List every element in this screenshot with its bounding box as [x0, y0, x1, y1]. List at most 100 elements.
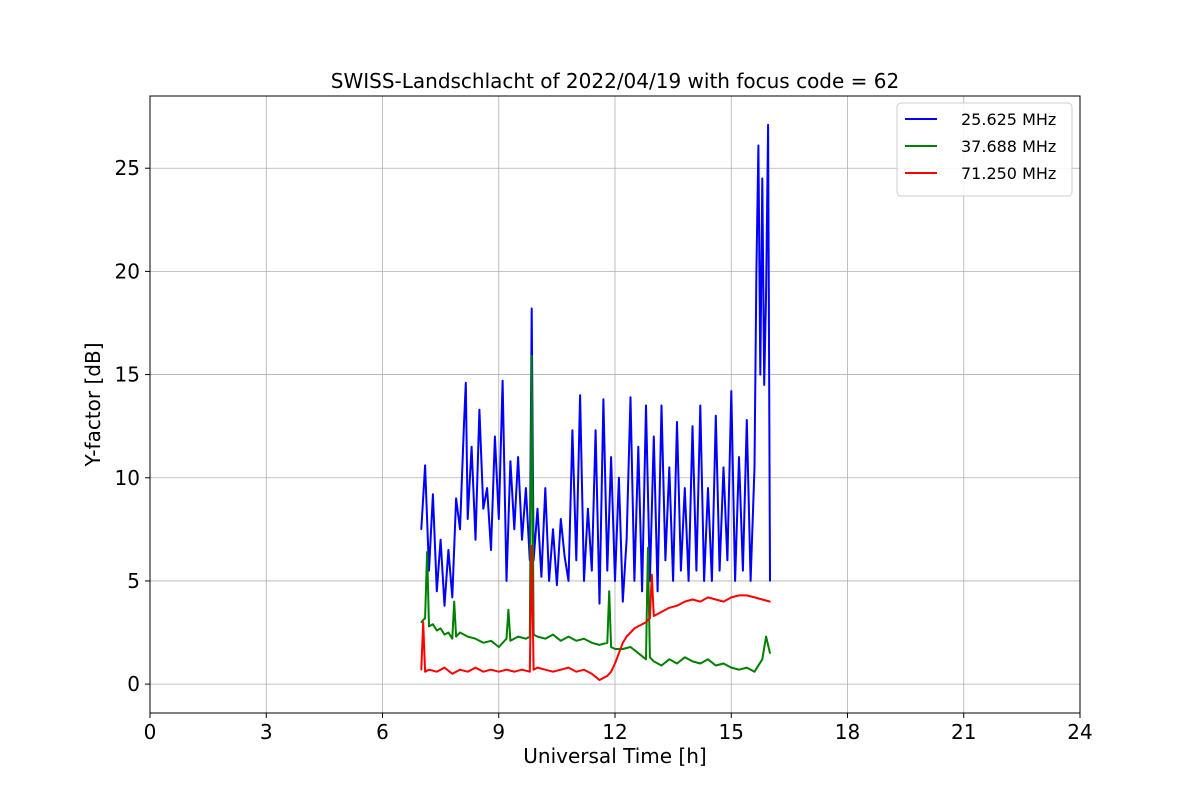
data-point [525, 487, 527, 489]
data-point [715, 664, 717, 667]
data-point [436, 629, 438, 632]
x-tick-label: 18 [835, 720, 860, 744]
data-point [587, 507, 589, 510]
data-point [536, 635, 539, 638]
data-point [637, 446, 640, 448]
data-point [530, 545, 533, 547]
data-point [753, 596, 756, 599]
data-point [699, 662, 702, 665]
data-point [552, 670, 554, 673]
data-point [470, 446, 473, 448]
series-line-3 [420, 544, 771, 681]
series-points-3 [420, 545, 771, 681]
data-point [443, 633, 446, 636]
data-point [606, 569, 609, 572]
data-point [509, 640, 512, 642]
data-point [645, 621, 647, 623]
data-point [494, 435, 496, 438]
data-point [676, 662, 678, 665]
data-point [738, 456, 740, 458]
data-point [653, 660, 655, 663]
data-point [451, 596, 454, 599]
data-point [436, 590, 438, 593]
data-point [726, 559, 729, 562]
data-point [575, 670, 578, 673]
data-point [466, 635, 469, 638]
data-point [474, 666, 477, 669]
data-point [757, 144, 760, 147]
data-point [715, 598, 717, 601]
data-point [560, 640, 562, 642]
data-point [637, 652, 640, 654]
data-point [684, 656, 686, 659]
data-point [490, 640, 492, 642]
data-point [490, 668, 492, 671]
data-point [567, 580, 570, 582]
data-point [629, 631, 632, 634]
x-tick-label: 12 [602, 720, 627, 744]
data-point [761, 177, 764, 180]
data-point [591, 673, 593, 675]
y-tick-label: 25 [115, 156, 140, 180]
data-point [718, 569, 721, 572]
data-point [447, 549, 450, 551]
data-point [755, 270, 758, 273]
data-point [629, 396, 632, 399]
data-point [622, 648, 624, 650]
data-point [544, 668, 547, 671]
data-point [622, 642, 624, 644]
y-tick-label: 10 [115, 466, 140, 490]
data-point [676, 604, 678, 607]
data-point [691, 598, 694, 601]
data-point [618, 652, 620, 654]
data-point [759, 373, 762, 376]
x-tick-label: 6 [376, 720, 389, 744]
data-point [443, 666, 446, 669]
x-axis-ticks: 0 3 6 9 12 15 18 21 24 [144, 713, 1093, 744]
data-point [482, 642, 485, 644]
data-point [455, 497, 457, 500]
data-point [765, 291, 767, 293]
data-point [608, 590, 610, 593]
data-point [459, 528, 461, 531]
y-axis-label: Y-factor [dB] [81, 342, 105, 467]
data-point [465, 382, 467, 384]
data-point [420, 621, 423, 623]
data-point [633, 580, 636, 582]
data-point [614, 662, 616, 665]
data-point [746, 594, 748, 597]
data-point [451, 673, 454, 675]
data-point [610, 646, 612, 648]
data-point [505, 668, 508, 671]
x-tick-label: 15 [719, 720, 744, 744]
data-point [614, 580, 616, 582]
data-point [730, 666, 733, 669]
data-point [660, 664, 663, 667]
data-point [501, 380, 504, 382]
data-point [575, 559, 578, 562]
data-point [432, 493, 434, 496]
chart-title: SWISS-Landschlacht of 2022/04/19 with fo… [331, 69, 899, 93]
data-point [548, 580, 550, 582]
data-point [647, 547, 649, 549]
data-point [432, 623, 434, 626]
data-point [602, 398, 605, 401]
data-point [699, 600, 702, 603]
data-point [459, 668, 461, 671]
x-tick-label: 24 [1067, 720, 1092, 744]
data-point [513, 670, 516, 673]
data-point [715, 415, 717, 417]
x-tick-label: 3 [260, 720, 273, 744]
data-point [498, 518, 500, 520]
series-line-2 [420, 355, 771, 673]
data-point [699, 404, 702, 407]
data-point [513, 528, 516, 531]
data-point [482, 507, 485, 510]
data-point [664, 559, 667, 562]
data-point [552, 528, 554, 531]
data-point [753, 466, 756, 469]
data-point [560, 668, 562, 671]
data-point [618, 477, 620, 479]
data-point [738, 668, 740, 671]
